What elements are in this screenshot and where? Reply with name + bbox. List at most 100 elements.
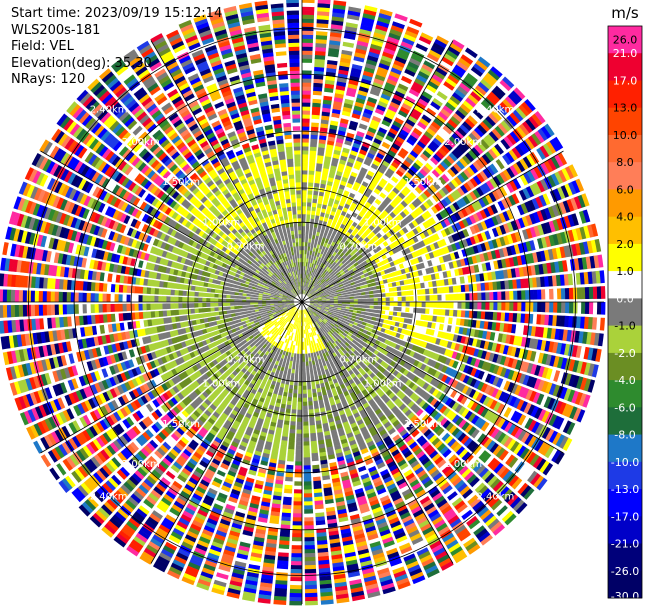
ray xyxy=(0,302,295,350)
colorbar-swatch xyxy=(608,298,642,326)
azimuth-spoke xyxy=(150,40,303,303)
colorbar-swatch xyxy=(608,543,642,572)
ray xyxy=(193,14,300,295)
ring-label: 1.50km xyxy=(404,419,442,430)
ray xyxy=(49,306,296,481)
colorbar-swatch xyxy=(608,162,642,190)
colorbar-tick-label: -21.0 xyxy=(611,538,639,551)
colorbar-swatch xyxy=(608,135,642,163)
colorbar-swatch xyxy=(608,80,642,109)
colorbar-tick-label: -8.0 xyxy=(614,429,635,442)
colorbar-tick-label: -30.0 xyxy=(611,590,639,603)
ray xyxy=(68,307,297,505)
ray xyxy=(307,307,505,536)
ray xyxy=(257,309,302,604)
colorbar-tick-label: 1.0 xyxy=(616,265,634,278)
colorbar-tick-label: -26.0 xyxy=(611,565,639,578)
ray xyxy=(309,254,604,302)
colorbar-frame xyxy=(607,25,643,599)
ray xyxy=(309,209,591,300)
ray xyxy=(307,99,536,297)
ray xyxy=(304,13,408,295)
colorbar-tick-label: -1.0 xyxy=(614,320,635,333)
ray xyxy=(113,308,298,548)
ray xyxy=(309,193,590,300)
ray xyxy=(309,178,585,300)
ring-label: 2.00km xyxy=(122,137,160,148)
ray xyxy=(242,309,301,602)
ray xyxy=(303,2,362,295)
ray xyxy=(226,309,301,599)
ray xyxy=(304,8,393,295)
ray xyxy=(223,5,301,295)
ring-label: 1.00km xyxy=(364,217,402,228)
ray xyxy=(309,238,602,301)
ray xyxy=(308,307,538,503)
ray xyxy=(306,308,468,564)
ray xyxy=(304,309,411,590)
ray xyxy=(306,308,493,546)
ray xyxy=(19,304,295,426)
ray xyxy=(308,305,573,451)
ray xyxy=(289,310,302,606)
colorbar-swatch xyxy=(608,271,642,299)
ray xyxy=(304,309,396,595)
colorbar-swatch xyxy=(608,352,642,381)
ray xyxy=(254,0,302,295)
colorbar-swatch xyxy=(608,434,642,463)
ray xyxy=(0,289,294,302)
ray xyxy=(305,28,436,295)
ring-label: 1.00km xyxy=(202,379,240,390)
colorbar-tick-label: -17.0 xyxy=(611,510,639,523)
ray xyxy=(87,78,297,297)
ring-label: 2.40km xyxy=(476,491,514,502)
colorbar-swatch xyxy=(608,243,642,272)
ray xyxy=(0,257,295,302)
colorbar-swatch xyxy=(608,380,642,408)
colorbar-tick-label: 13.0 xyxy=(613,102,638,115)
colorbar-tick-label: 8.0 xyxy=(616,156,634,169)
ray xyxy=(24,167,295,299)
ray xyxy=(306,39,465,296)
ray xyxy=(308,306,565,465)
ring-label: 2.00km xyxy=(444,459,482,470)
colorbar-tick-label: -4.0 xyxy=(614,374,635,387)
azimuth-spoke xyxy=(150,301,303,564)
colorbar-tick-label: 4.0 xyxy=(616,211,634,224)
ray xyxy=(238,2,301,295)
azimuth-spoke xyxy=(301,301,454,564)
ring-label: 1.00km xyxy=(364,379,402,390)
ray xyxy=(302,0,347,295)
ray xyxy=(208,9,300,295)
ring-label: 2.00km xyxy=(122,459,160,470)
ray xyxy=(305,308,454,571)
ray xyxy=(5,226,295,301)
colorbar-swatch xyxy=(608,516,642,544)
colorbar-tick-label: -13.0 xyxy=(611,483,639,496)
ray xyxy=(305,31,451,296)
ray xyxy=(273,309,302,605)
ray xyxy=(309,304,591,408)
ray xyxy=(56,113,296,298)
ray xyxy=(5,303,295,381)
colorbar-unit: m/s xyxy=(611,4,639,22)
ring-label: 2.40km xyxy=(476,105,514,116)
ray xyxy=(308,306,554,476)
ray xyxy=(0,273,295,302)
colorbar-tick-label: 10.0 xyxy=(613,129,638,142)
colorbar-tick-label: -2.0 xyxy=(614,347,635,360)
ray xyxy=(305,309,440,578)
ray xyxy=(166,29,299,295)
ray xyxy=(307,307,528,515)
ray xyxy=(308,306,548,491)
ray xyxy=(8,211,295,300)
colorbar-tick-label: -6.0 xyxy=(614,401,635,414)
ray xyxy=(270,0,302,295)
ray xyxy=(89,307,297,528)
ray xyxy=(111,58,298,296)
ray xyxy=(308,111,546,298)
ray xyxy=(0,302,295,334)
colorbar-tick-label: -10.0 xyxy=(611,456,639,469)
ray xyxy=(153,308,299,573)
